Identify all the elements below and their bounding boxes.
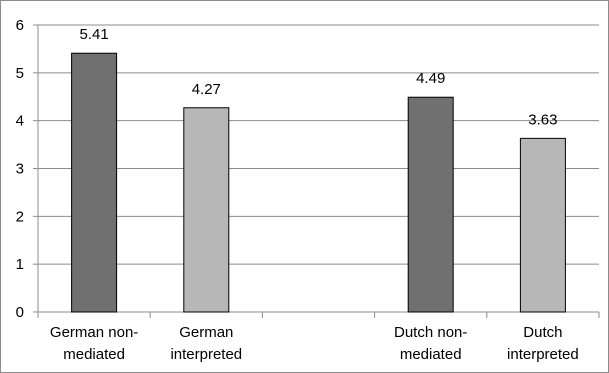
y-tick-label: 1 <box>16 256 24 273</box>
bar-1 <box>183 107 230 313</box>
category-label-line2: interpreted <box>507 346 579 363</box>
category-label-line2: mediated <box>400 346 462 363</box>
data-label-3: 4.49 <box>416 70 445 87</box>
category-label-line2: mediated <box>63 346 125 363</box>
y-tick-label: 5 <box>16 65 24 82</box>
data-label-1: 4.27 <box>192 81 221 98</box>
bar-0 <box>71 52 118 313</box>
category-label-line1: German <box>179 324 233 341</box>
category-label-line1: Dutch <box>523 324 562 341</box>
category-label-line1: German non- <box>50 324 138 341</box>
y-tick-label: 3 <box>16 161 24 178</box>
y-tick-label: 4 <box>16 113 24 130</box>
y-tick-label: 6 <box>16 17 24 34</box>
y-tick-label: 2 <box>16 208 24 225</box>
bar-4 <box>519 137 566 313</box>
data-label-4: 3.63 <box>528 111 557 128</box>
bar-3 <box>407 96 454 313</box>
category-label-line2: interpreted <box>170 346 242 363</box>
category-label-line1: Dutch non- <box>394 324 467 341</box>
data-label-0: 5.41 <box>79 26 108 43</box>
y-tick-label: 0 <box>16 304 24 321</box>
